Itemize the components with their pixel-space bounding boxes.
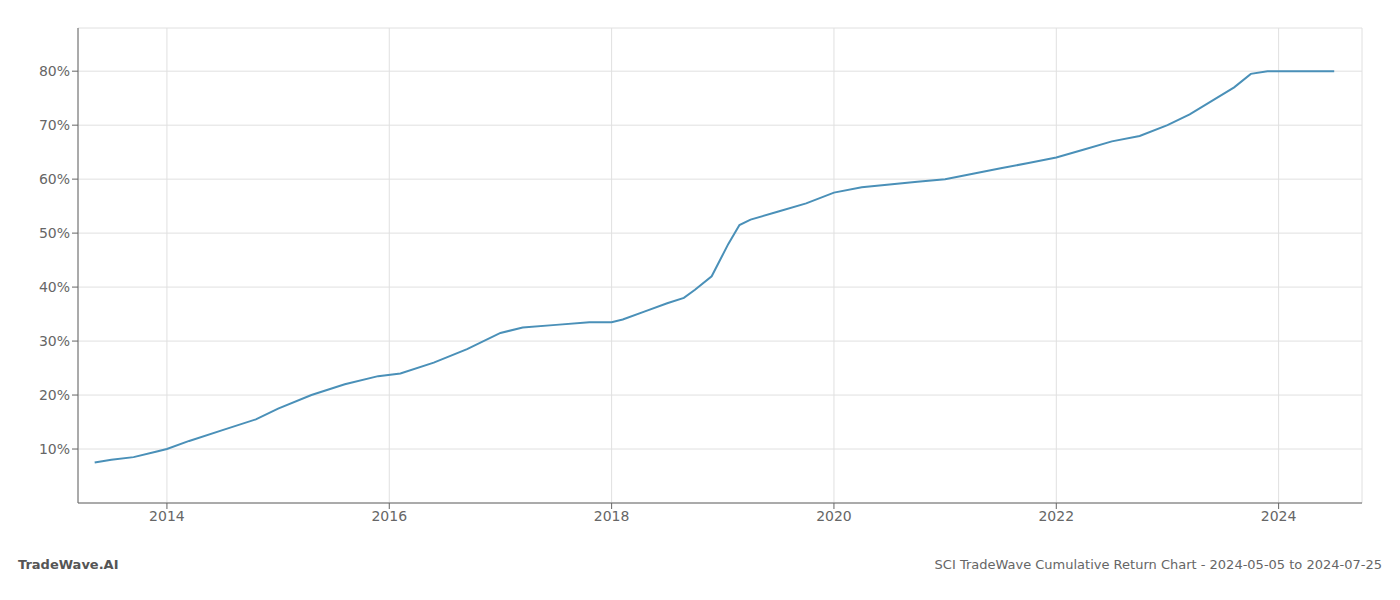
svg-text:2016: 2016 [371,508,407,524]
svg-text:2024: 2024 [1261,508,1297,524]
svg-text:70%: 70% [39,117,70,133]
svg-text:2020: 2020 [816,508,852,524]
html-text:SCI TradeWave Cumulative Retur: SCI TradeWave Cumulative Return Chart - … [934,557,1382,572]
svg-text:60%: 60% [39,171,70,187]
svg-text:10%: 10% [39,441,70,457]
svg-text:20%: 20% [39,387,70,403]
svg-text:40%: 40% [39,279,70,295]
svg-text:2022: 2022 [1038,508,1074,524]
svg-text:2014: 2014 [149,508,185,524]
svg-text:2018: 2018 [594,508,630,524]
svg-text:30%: 30% [39,333,70,349]
svg-text:50%: 50% [39,225,70,241]
svg-text:80%: 80% [39,63,70,79]
html-text:TradeWave.AI: TradeWave.AI [18,557,119,572]
